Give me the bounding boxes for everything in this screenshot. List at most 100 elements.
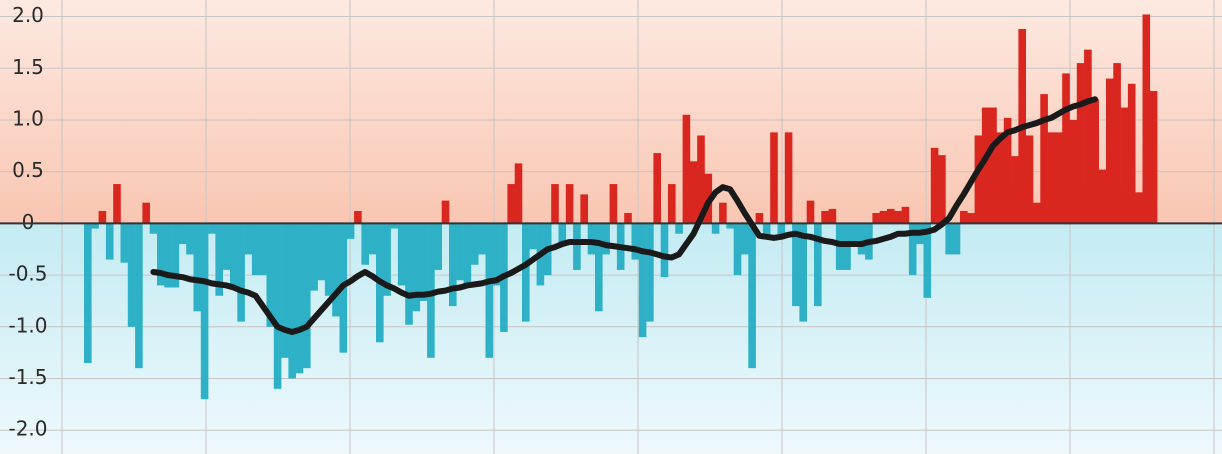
bar xyxy=(551,184,559,224)
bar xyxy=(697,135,705,224)
bar xyxy=(974,135,983,224)
bar xyxy=(952,223,961,255)
bar xyxy=(164,223,172,288)
bar xyxy=(770,132,778,224)
bar xyxy=(565,184,574,224)
bar xyxy=(762,223,771,239)
bar xyxy=(478,223,486,255)
bar xyxy=(989,107,997,224)
bar xyxy=(441,200,450,224)
bar xyxy=(930,147,939,224)
bar xyxy=(1062,73,1070,224)
bar xyxy=(456,223,464,281)
bar xyxy=(792,223,800,307)
bar xyxy=(901,206,910,224)
bar xyxy=(178,223,187,245)
bar xyxy=(1091,99,1099,224)
bar xyxy=(777,223,786,239)
bar xyxy=(908,223,917,276)
bar xyxy=(529,223,537,250)
bar xyxy=(711,223,720,234)
bar xyxy=(1047,132,1056,224)
bar xyxy=(602,223,610,255)
bar xyxy=(1113,63,1121,224)
y-tick-label: 0 xyxy=(22,210,35,234)
bar xyxy=(288,223,296,379)
bar xyxy=(595,223,603,312)
bar xyxy=(748,223,756,369)
y-tick-label: 1.0 xyxy=(12,106,44,130)
bar xyxy=(1025,135,1034,224)
bar xyxy=(814,223,822,307)
bar xyxy=(609,184,618,224)
bar xyxy=(266,223,275,327)
bar xyxy=(872,213,880,224)
bar xyxy=(755,213,764,224)
bar xyxy=(281,223,289,358)
bar xyxy=(558,223,567,245)
bar xyxy=(784,132,793,224)
bar xyxy=(741,223,749,255)
bar xyxy=(324,223,333,296)
bar xyxy=(960,210,968,224)
bar xyxy=(967,213,975,224)
bar xyxy=(938,155,946,224)
bar xyxy=(244,223,253,255)
bar xyxy=(894,210,902,224)
bar xyxy=(1127,83,1136,224)
bar xyxy=(120,223,129,263)
bar xyxy=(828,208,837,224)
bar xyxy=(105,223,114,260)
bar xyxy=(1149,91,1158,224)
bar xyxy=(1142,14,1151,224)
bar xyxy=(397,223,406,286)
y-tick-label: 2.0 xyxy=(12,3,44,27)
y-tick-label: -2.0 xyxy=(8,417,47,441)
bar xyxy=(1084,49,1092,224)
bar xyxy=(879,210,888,224)
bar xyxy=(412,223,421,312)
bar xyxy=(193,223,202,312)
trend-line xyxy=(150,96,1099,335)
bar xyxy=(127,223,136,327)
bar xyxy=(149,223,158,234)
bar xyxy=(98,210,107,224)
bar xyxy=(1003,117,1012,224)
bar xyxy=(171,223,180,288)
bar xyxy=(419,223,428,301)
bar xyxy=(1120,107,1129,224)
bar xyxy=(522,223,530,322)
bar xyxy=(733,223,742,276)
bar xyxy=(200,223,209,400)
bar xyxy=(945,223,953,255)
bar xyxy=(682,114,691,224)
bar xyxy=(646,223,654,322)
bar xyxy=(923,223,932,298)
bar xyxy=(638,223,647,338)
bar xyxy=(259,223,267,276)
bar xyxy=(587,223,596,255)
bar xyxy=(1033,202,1041,224)
bar xyxy=(726,223,734,229)
bar xyxy=(449,223,457,307)
bar xyxy=(470,223,479,265)
bar xyxy=(208,223,216,234)
bar xyxy=(850,223,859,245)
y-tick-label: 1.5 xyxy=(12,55,44,79)
bar xyxy=(354,210,362,224)
bar xyxy=(84,223,92,363)
bar xyxy=(237,223,245,322)
bar xyxy=(1040,94,1048,224)
bar xyxy=(1054,132,1063,224)
bar xyxy=(463,223,472,286)
bar xyxy=(580,194,588,224)
bar xyxy=(1011,156,1019,224)
bar xyxy=(222,223,231,270)
bar xyxy=(346,223,355,239)
background-cool xyxy=(0,224,1222,454)
bar xyxy=(434,223,442,270)
bar xyxy=(668,184,676,224)
bar xyxy=(1135,192,1143,224)
y-tick-label: -0.5 xyxy=(8,262,47,286)
